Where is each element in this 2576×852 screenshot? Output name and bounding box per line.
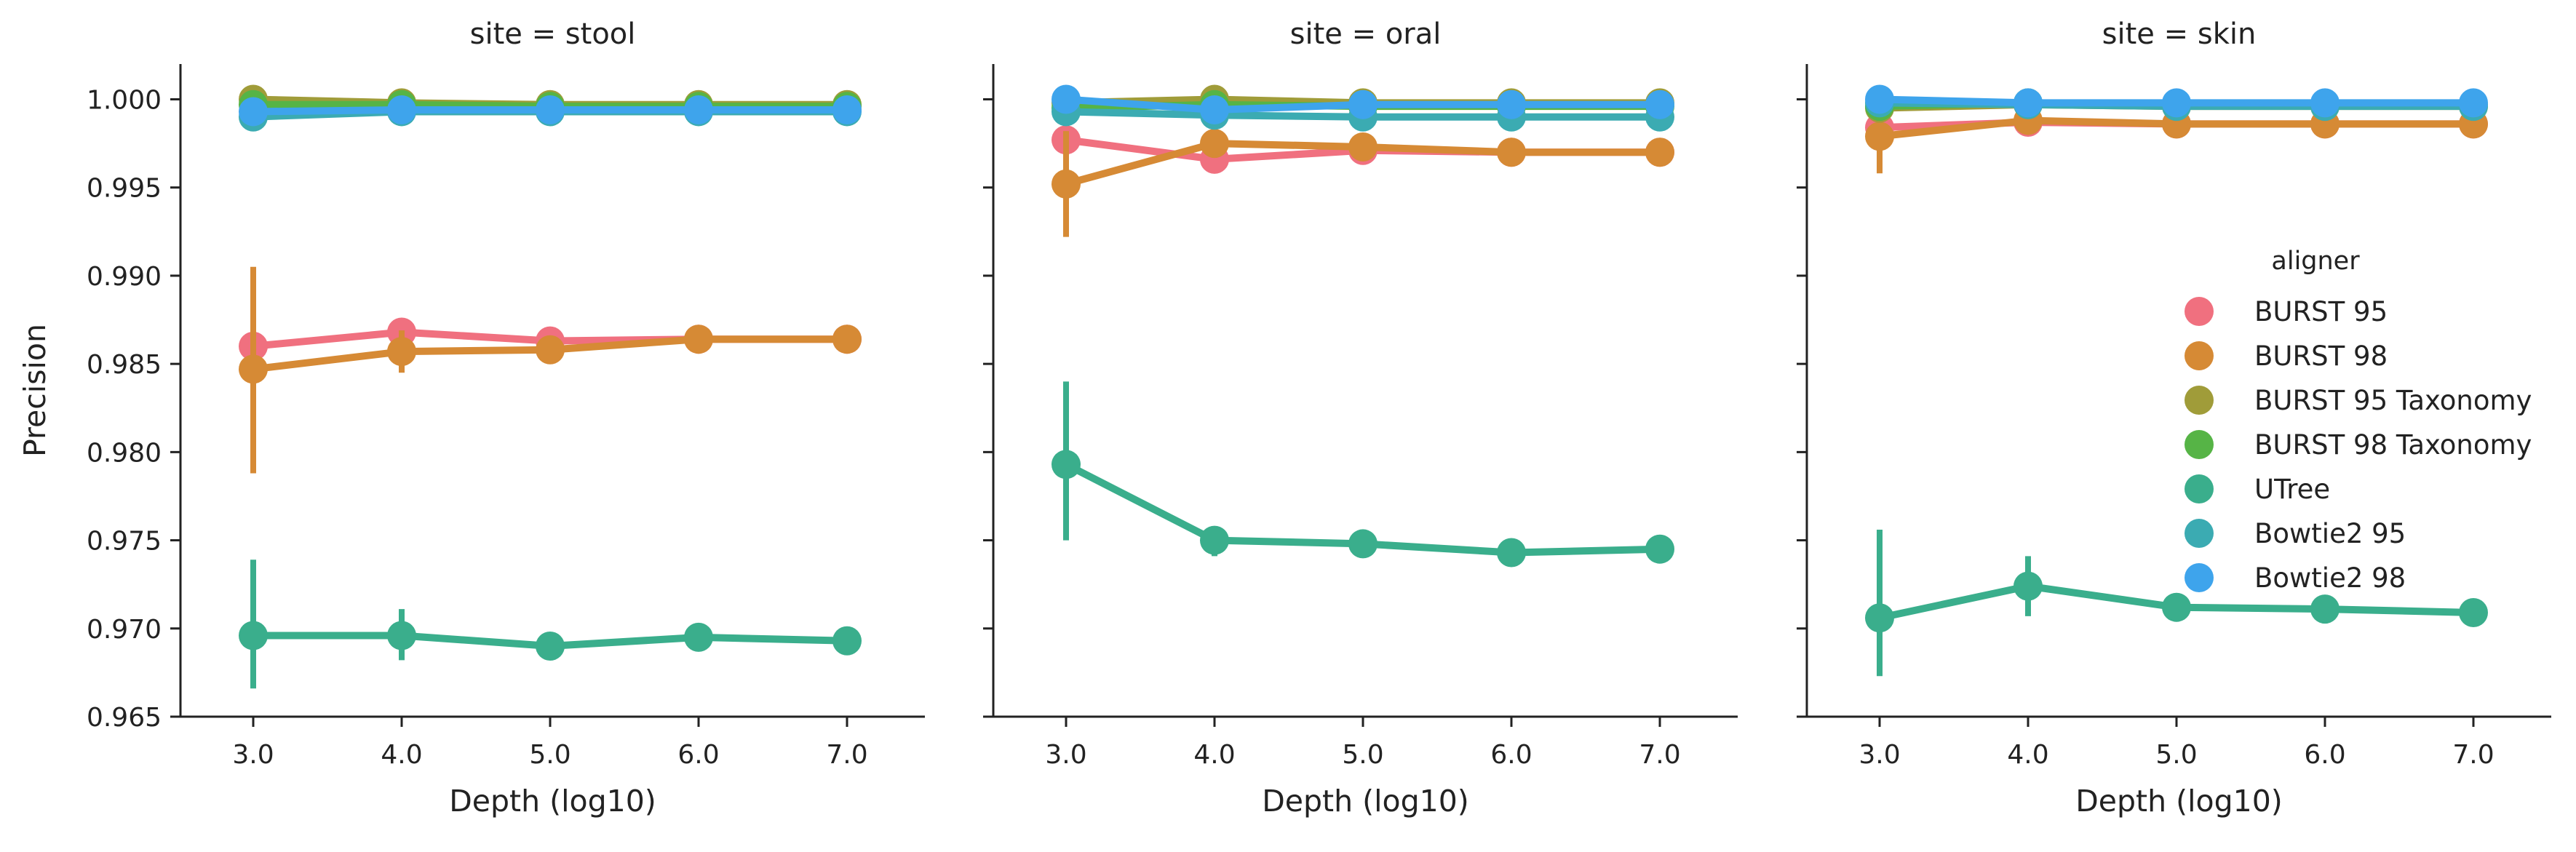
y-axis-label: Precision [17, 324, 52, 457]
legend-marker-burst-95-taxonomy [2185, 386, 2214, 415]
point-bowtie2-98 [536, 95, 565, 125]
point-utree [1645, 534, 1674, 564]
point-utree [684, 622, 713, 652]
point-utree [536, 632, 565, 661]
legend-label-burst-95: BURST 95 [2254, 296, 2388, 327]
x-tick-label: 3.0 [1045, 740, 1086, 770]
point-bowtie2-98 [1645, 89, 1674, 119]
x-tick-label: 6.0 [677, 740, 719, 770]
point-burst-98 [1865, 122, 1894, 151]
y-tick-label: 0.970 [87, 615, 162, 645]
point-utree [1497, 538, 1526, 568]
y-tick-label: 0.985 [87, 350, 162, 380]
legend-label-burst-98-taxonomy: BURST 98 Taxonomy [2254, 429, 2532, 461]
legend-marker-bowtie2-98 [2185, 563, 2214, 592]
panel-title: site = skin [2102, 17, 2257, 51]
point-utree [239, 621, 268, 650]
point-bowtie2-98 [2310, 88, 2340, 118]
x-tick-label: 7.0 [1639, 740, 1680, 770]
x-tick-label: 7.0 [826, 740, 867, 770]
point-burst-98 [1497, 138, 1526, 167]
legend-label-bowtie2-95: Bowtie2 95 [2254, 518, 2406, 549]
point-burst-98 [1645, 138, 1674, 167]
legend-marker-bowtie2-95 [2185, 519, 2214, 548]
panel-title: site = stool [470, 17, 636, 51]
point-utree [2014, 571, 2043, 601]
legend-label-burst-95-taxonomy: BURST 95 Taxonomy [2254, 385, 2532, 416]
legend-marker-utree [2185, 474, 2214, 503]
point-utree [832, 626, 862, 656]
point-burst-98 [684, 325, 713, 354]
panel-title: site = oral [1290, 17, 1442, 51]
x-tick-label: 7.0 [2452, 740, 2494, 770]
x-tick-label: 6.0 [2304, 740, 2345, 770]
x-tick-label: 4.0 [381, 740, 422, 770]
point-utree [2459, 597, 2488, 627]
x-axis-label: Depth (log10) [449, 784, 656, 819]
x-tick-label: 4.0 [1193, 740, 1235, 770]
point-bowtie2-98 [239, 97, 268, 127]
point-burst-98 [1348, 132, 1378, 162]
point-burst-98 [536, 335, 565, 365]
point-utree [1348, 529, 1378, 559]
point-utree [387, 621, 416, 650]
x-axis-label: Depth (log10) [1262, 784, 1469, 819]
point-burst-98 [387, 337, 416, 367]
x-tick-label: 5.0 [2155, 740, 2197, 770]
point-burst-98 [1052, 169, 1081, 199]
point-utree [1052, 450, 1081, 479]
point-bowtie2-98 [684, 95, 713, 125]
point-bowtie2-98 [1497, 89, 1526, 119]
point-bowtie2-98 [1348, 89, 1378, 119]
legend-label-burst-98: BURST 98 [2254, 341, 2388, 372]
y-tick-label: 0.980 [87, 438, 162, 468]
y-tick-label: 1.000 [87, 85, 162, 115]
x-tick-label: 4.0 [2007, 740, 2048, 770]
point-bowtie2-98 [387, 95, 416, 125]
x-tick-label: 3.0 [1859, 740, 1900, 770]
panel-skin: site = skin 3.0 4.0 5.0 6.0 7.0 Depth (log10) [1797, 17, 2551, 819]
legend-marker-burst-98-taxonomy [2185, 430, 2214, 459]
y-tick-label: 0.995 [87, 174, 162, 204]
point-bowtie2-98 [2014, 88, 2043, 118]
legend: aligner BURST 95 BURST 98 BURST 95 Taxonomy… [2185, 247, 2532, 594]
point-bowtie2-98 [2459, 88, 2488, 118]
point-bowtie2-98 [2162, 88, 2191, 118]
point-bowtie2-98 [1200, 95, 1229, 125]
x-tick-label: 5.0 [529, 740, 571, 770]
legend-label-utree: UTree [2254, 474, 2330, 505]
legend-title: aligner [2271, 247, 2360, 276]
point-bowtie2-98 [1865, 84, 1894, 114]
x-tick-label: 3.0 [232, 740, 274, 770]
y-tick-label: 0.965 [87, 703, 162, 733]
point-burst-98 [832, 325, 862, 354]
point-burst-98 [1200, 129, 1229, 159]
point-utree [2162, 592, 2191, 622]
y-tick-label: 0.975 [87, 527, 162, 557]
point-bowtie2-98 [1052, 84, 1081, 114]
legend-label-bowtie2-98: Bowtie2 98 [2254, 562, 2406, 594]
point-utree [1865, 603, 1894, 633]
point-utree [2310, 594, 2340, 624]
panel-stool: site = stool 0.965 0.970 0.975 0.980 0.985 0.9… [87, 17, 925, 819]
x-axis-label: Depth (log10) [2075, 784, 2283, 819]
x-tick-label: 6.0 [1490, 740, 1532, 770]
point-bowtie2-98 [832, 95, 862, 125]
point-utree [1200, 525, 1229, 555]
x-tick-label: 5.0 [1342, 740, 1383, 770]
panel-oral: site = oral 3.0 4.0 5.0 6.0 7.0 Depth (log10) [983, 17, 1738, 819]
point-burst-98 [239, 354, 268, 384]
y-tick-label: 0.990 [87, 262, 162, 292]
legend-marker-burst-95 [2185, 297, 2214, 326]
legend-marker-burst-98 [2185, 341, 2214, 370]
